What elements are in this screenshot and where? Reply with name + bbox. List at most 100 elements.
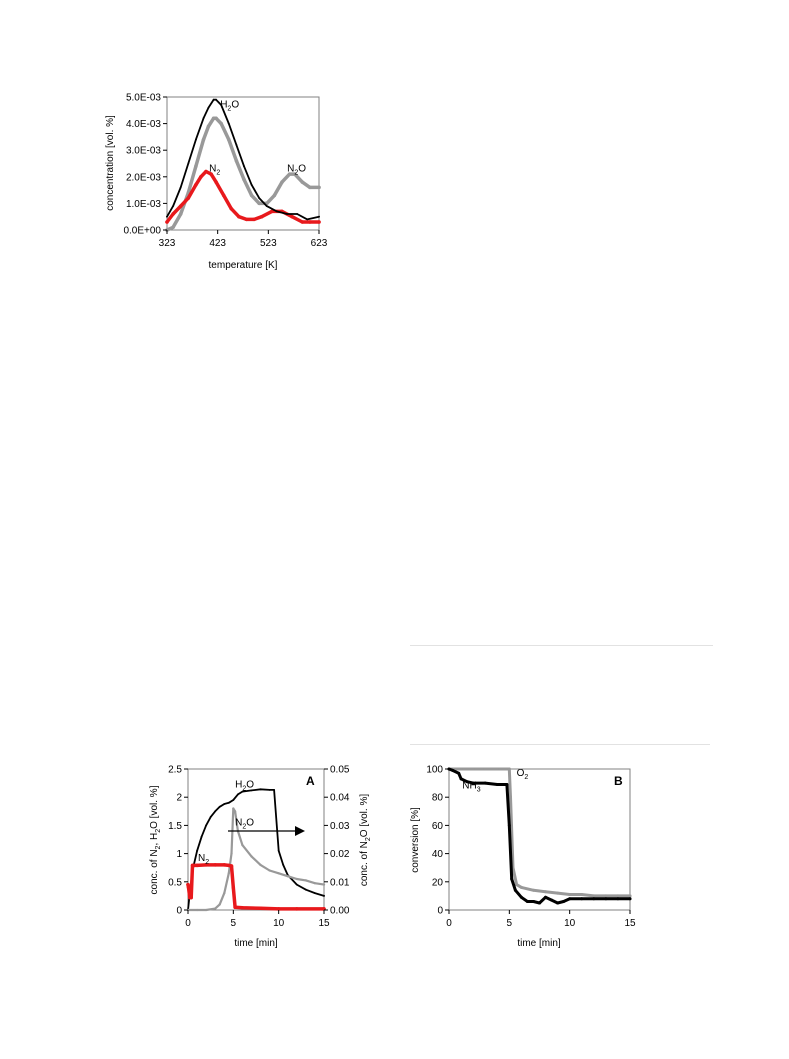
- data-point: [187, 162, 190, 165]
- y-axis-ticks: 0.0E+00 1.0E-03 2.0E-03 3.0E-03 4.0E-03 5.0E-…: [123, 93, 167, 237]
- data-point: [190, 863, 195, 868]
- data-point: [286, 213, 288, 215]
- tick-label: 0.02: [330, 849, 350, 860]
- data-point: [495, 783, 499, 786]
- tick-label: 4.0E-03: [126, 119, 161, 130]
- data-point: [272, 193, 277, 198]
- data-point: [287, 172, 292, 176]
- data-point: [200, 835, 203, 838]
- data-point: [172, 205, 175, 208]
- data-point: [241, 790, 244, 793]
- panel-label: A: [306, 774, 315, 788]
- data-point: [304, 879, 307, 882]
- data-point: [227, 137, 231, 142]
- plot-area: [166, 96, 320, 231]
- data-point: [215, 98, 218, 101]
- tick-label: 0.5: [168, 877, 182, 888]
- data-point: [277, 872, 280, 875]
- data-point: [223, 803, 226, 805]
- data-point: [259, 788, 262, 791]
- data-point: [205, 908, 208, 912]
- data-point: [258, 906, 263, 911]
- data-point: [221, 193, 226, 198]
- data-point: [604, 897, 608, 901]
- data-point: [244, 217, 249, 222]
- data-point: [270, 209, 274, 214]
- data-point: [507, 767, 511, 771]
- data-point: [232, 807, 235, 810]
- data-point: [295, 877, 298, 881]
- tick-label: 0: [185, 918, 191, 929]
- data-point: [229, 864, 234, 868]
- data-point: [317, 185, 321, 190]
- data-point: [268, 869, 271, 872]
- tick-label: 80: [432, 793, 444, 804]
- data-point: [276, 210, 278, 213]
- data-point: [257, 201, 261, 206]
- annotation-group: NH3 O2: [462, 768, 528, 794]
- data-point: [277, 849, 280, 852]
- data-point: [562, 900, 566, 903]
- data-point: [556, 891, 560, 895]
- panel-label: B: [614, 774, 623, 788]
- tick-label: 100: [426, 765, 443, 776]
- data-point: [227, 122, 230, 125]
- data-point: [178, 204, 183, 208]
- tick-label: 0.04: [330, 793, 350, 804]
- tick-label: 5: [231, 918, 237, 929]
- data-point: [282, 864, 285, 866]
- tick-label: 10: [273, 918, 285, 929]
- tpd-chart: H2O N2O N2 0.0E+00 1.0E-03 2.0E-03 3.0E-03 4.0…: [105, 93, 328, 272]
- data-point: [292, 172, 297, 176]
- data-point: [616, 897, 620, 901]
- panel-a-chart: H2O N2O N2 A 0 0.5 1 1.5 2 2.5 0.00 0.01 0.02 0.03…: [149, 765, 372, 950]
- data-point: [465, 780, 469, 784]
- data-point: [568, 897, 572, 901]
- data-point: [250, 183, 253, 186]
- data-point: [214, 810, 217, 813]
- tick-label: 0.00: [330, 906, 350, 917]
- data-point: [322, 883, 326, 886]
- x-axis-ticks: 323 423 523 623: [159, 230, 328, 249]
- y-axis-ticks: 0 20 40 60 80 100: [426, 765, 449, 917]
- series-annotation: N2: [209, 164, 220, 177]
- tick-label: 0.0E+00: [123, 226, 161, 237]
- data-point: [233, 905, 237, 909]
- data-point: [628, 897, 632, 901]
- data-point: [509, 795, 512, 799]
- data-point: [305, 888, 307, 891]
- data-point: [166, 215, 168, 218]
- data-point: [459, 767, 463, 771]
- data-point: [580, 893, 584, 896]
- panel-b-chart: NH3 O2 B 0 20 40 60 80 100 0 5 10 15 time [min] c…: [410, 765, 636, 950]
- data-point: [300, 180, 305, 184]
- tick-label: 0.01: [330, 877, 350, 888]
- data-point: [556, 901, 560, 905]
- tick-label: 5.0E-03: [126, 93, 161, 104]
- tick-label: 5: [507, 918, 513, 929]
- data-point: [323, 895, 325, 897]
- data-point: [227, 863, 231, 868]
- data-point: [171, 212, 175, 216]
- data-point: [213, 863, 217, 867]
- data-point: [243, 165, 245, 168]
- data-point: [483, 781, 487, 785]
- data-point: [628, 894, 632, 898]
- data-point: [451, 768, 455, 772]
- data-point: [165, 220, 169, 224]
- tick-label: 40: [432, 849, 444, 860]
- separator-rule-top: [410, 645, 713, 646]
- data-point: [459, 777, 463, 781]
- y-axis-label: conversion [%]: [410, 807, 421, 873]
- series-annotation: H2O: [220, 100, 239, 113]
- data-point: [471, 767, 475, 771]
- data-point: [295, 883, 298, 886]
- series-annotation: N2: [198, 853, 209, 866]
- data-point: [532, 900, 535, 903]
- data-point: [234, 159, 239, 163]
- data-point: [457, 771, 461, 775]
- tick-label: 1.5: [168, 821, 182, 832]
- data-point: [204, 863, 208, 867]
- annotation-group: H2O N2O N2: [198, 780, 254, 866]
- data-point: [232, 799, 235, 801]
